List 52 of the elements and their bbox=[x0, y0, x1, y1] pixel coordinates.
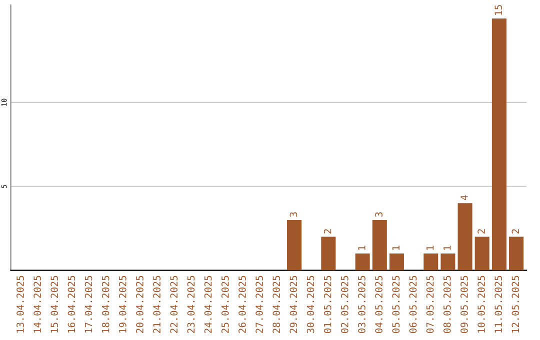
data-label: 1 bbox=[426, 246, 434, 250]
x-tick-label: 30.04.2025 bbox=[306, 276, 314, 334]
x-tick-label: 25.04.2025 bbox=[221, 276, 229, 333]
x-tick-label: 09.05.2025 bbox=[460, 276, 468, 334]
x-tick-label: 14.04.2025 bbox=[34, 276, 41, 333]
data-label: 1 bbox=[392, 246, 400, 250]
x-tick-label: 12.05.2025 bbox=[512, 276, 520, 333]
x-tick-label: 21.04.2025 bbox=[153, 276, 160, 333]
x-tick-label: 05.05.2025 bbox=[392, 276, 400, 334]
x-tick-label: 06.05.2025 bbox=[409, 276, 417, 334]
x-tick-label: 11.05.2025 bbox=[494, 276, 502, 333]
x-tick-label: 18.04.2025 bbox=[102, 276, 110, 333]
x-tick-label: 29.04.2025 bbox=[290, 276, 298, 333]
x-tick-label: 02.05.2025 bbox=[340, 276, 348, 334]
bar bbox=[458, 203, 472, 270]
bar bbox=[389, 254, 404, 270]
x-tick-label: 15.04.2025 bbox=[50, 276, 58, 333]
x-tick-label: 07.05.2025 bbox=[426, 276, 434, 334]
x-tick-label: 28.04.2025 bbox=[272, 276, 280, 333]
bar bbox=[474, 236, 490, 270]
x-tick-label: 24.04.2025 bbox=[204, 276, 212, 333]
x-tick-label: 08.05.2025 bbox=[443, 276, 451, 334]
x-tick-label: 17.04.2025 bbox=[84, 276, 92, 333]
bar bbox=[424, 254, 438, 270]
data-label: 3 bbox=[290, 212, 298, 217]
data-label: 1 bbox=[444, 246, 451, 250]
x-tick-label: 27.04.2025 bbox=[256, 276, 263, 333]
x-tick-label: 22.04.2025 bbox=[170, 276, 178, 333]
x-tick-label: 13.04.2025 bbox=[16, 276, 24, 333]
bar bbox=[355, 254, 370, 270]
bar bbox=[372, 220, 387, 270]
bar bbox=[321, 236, 336, 270]
bar bbox=[508, 236, 524, 270]
x-tick-label: 19.04.2025 bbox=[118, 276, 126, 333]
x-tick-label: 26.04.2025 bbox=[238, 276, 246, 333]
data-label: 4 bbox=[460, 195, 468, 200]
data-label: 2 bbox=[512, 229, 519, 234]
bar bbox=[492, 18, 506, 270]
x-tick-label: 03.05.2025 bbox=[358, 276, 366, 334]
x-tick-label: 20.04.2025 bbox=[136, 276, 144, 333]
data-label: 3 bbox=[375, 212, 382, 217]
x-tick-label: 04.05.2025 bbox=[375, 276, 382, 334]
data-label: 1 bbox=[358, 246, 366, 250]
x-tick-label: 16.04.2025 bbox=[68, 276, 76, 333]
x-tick-label: 23.04.2025 bbox=[187, 276, 195, 333]
x-tick-label: 01.05.2025 bbox=[324, 276, 332, 334]
data-label: 2 bbox=[478, 229, 485, 234]
bar bbox=[440, 254, 456, 270]
data-label: 2 bbox=[324, 229, 332, 234]
data-label: 15 bbox=[494, 5, 502, 15]
x-tick-label: 10.05.2025 bbox=[478, 276, 485, 333]
bar bbox=[287, 220, 302, 270]
